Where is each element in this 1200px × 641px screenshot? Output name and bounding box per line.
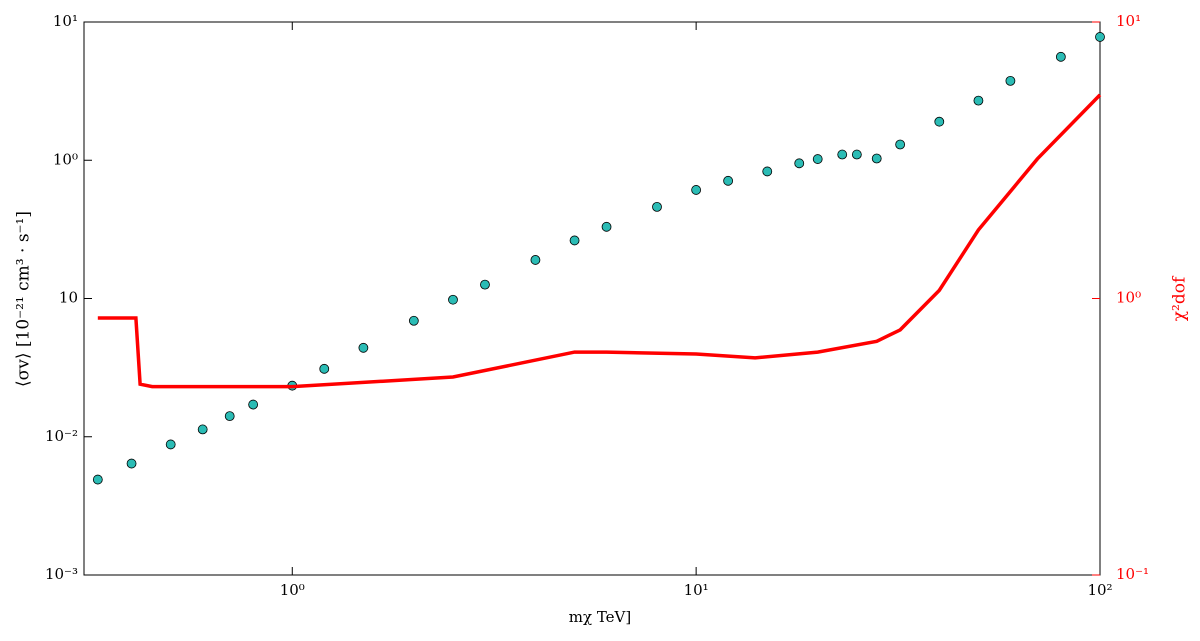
point [973, 95, 984, 106]
point [601, 221, 612, 232]
y-tick-label: 10 [59, 289, 78, 307]
point [762, 166, 773, 177]
point [895, 139, 906, 150]
point [197, 424, 208, 435]
x-tick-label: 10¹ [684, 581, 709, 599]
y2-tick-label: 10⁻¹ [1116, 565, 1149, 583]
y2-axis-label: χ²dof [1170, 275, 1190, 321]
point [723, 175, 734, 186]
point [408, 315, 419, 326]
x-axis-label: mχ TeV] [569, 608, 631, 626]
point [480, 279, 490, 290]
point [530, 255, 541, 265]
point [652, 201, 662, 212]
plot-frame [83, 21, 1101, 576]
y-tick-label: 10⁰ [53, 150, 78, 168]
point [1055, 51, 1066, 62]
point [319, 363, 330, 374]
point [794, 158, 805, 169]
point [248, 399, 259, 410]
point [934, 116, 945, 127]
point [92, 474, 103, 485]
point [871, 153, 882, 164]
point [569, 235, 580, 246]
point [126, 458, 137, 469]
y-tick-label: 10⁻² [45, 427, 78, 445]
point [1095, 32, 1105, 42]
y-tick-label: 10¹ [53, 12, 78, 30]
x-tick-label: 10² [1087, 581, 1112, 599]
point [1005, 75, 1016, 86]
point [691, 185, 702, 195]
point [165, 439, 176, 450]
point [358, 342, 369, 353]
point [224, 411, 235, 422]
line [97, 93, 1102, 389]
y2-tick-label: 10⁰ [1116, 289, 1141, 307]
y-axis-label: ⟨σv⟩ [10⁻²¹ cm³ · s⁻¹] [14, 211, 34, 387]
x-tick-label: 10⁰ [280, 581, 305, 599]
point [837, 149, 848, 160]
y2-tick-label: 10¹ [1116, 12, 1141, 30]
point [812, 154, 823, 164]
y-tick-label: 10⁻³ [45, 565, 78, 583]
point [448, 294, 458, 305]
point [851, 149, 862, 160]
